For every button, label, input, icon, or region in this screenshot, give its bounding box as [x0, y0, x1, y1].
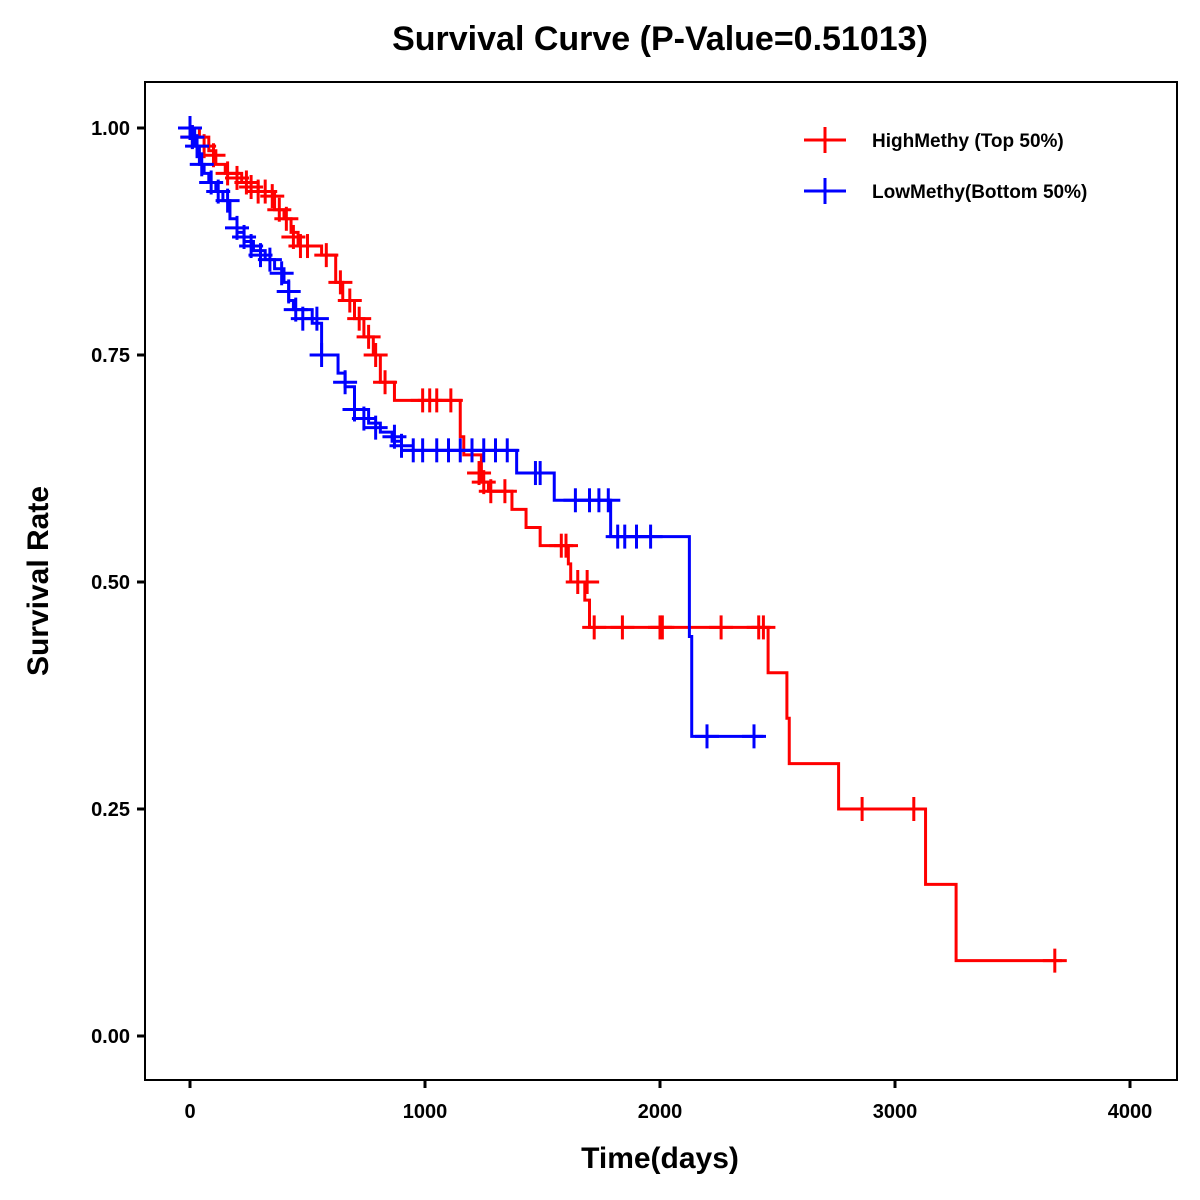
censor-mark	[356, 324, 381, 349]
censor-mark	[363, 415, 388, 440]
censor-mark	[373, 370, 398, 395]
censor-mark	[582, 615, 607, 640]
censor-mark	[347, 306, 372, 331]
censor-mark	[596, 488, 621, 513]
chart-title: Survival Curve (P-Value=0.51013)	[392, 20, 928, 58]
censor-mark	[901, 797, 926, 821]
censor-mark	[575, 570, 600, 594]
censor-mark	[276, 279, 301, 304]
series-low-methy	[178, 116, 766, 749]
legend-item: LowMethy(Bottom 50%)	[804, 178, 1087, 204]
censor-mark	[495, 438, 520, 463]
censor-mark	[189, 152, 214, 177]
censor-mark	[610, 615, 635, 640]
censor-mark	[650, 615, 675, 640]
censor-mark	[274, 206, 299, 231]
censor-mark	[528, 461, 553, 486]
censor-mark	[269, 261, 294, 286]
x-axis-label: Time(days)	[581, 1142, 739, 1175]
censor-mark	[492, 479, 517, 504]
censor-mark	[438, 388, 463, 413]
censor-mark	[751, 615, 776, 640]
x-tick-label: 2000	[638, 1101, 683, 1123]
series-group	[178, 116, 1067, 973]
censor-mark	[389, 433, 414, 458]
censor-mark	[333, 370, 358, 395]
y-axis: 0.00 0.25 0.50 0.75 1.00	[91, 118, 145, 1048]
censor-mark	[363, 343, 388, 367]
legend-item: HighMethy (Top 50%)	[804, 127, 1064, 153]
censor-mark	[337, 288, 362, 313]
censor-mark	[1042, 948, 1067, 973]
censor-mark	[742, 724, 766, 749]
censor-mark	[695, 724, 719, 749]
x-tick-label: 1000	[403, 1101, 448, 1123]
survival-step-line	[190, 126, 764, 738]
x-axis: 0 1000 2000 3000 4000	[184, 1080, 1152, 1123]
censor-mark	[295, 234, 320, 259]
censor-mark	[638, 524, 663, 549]
censor-mark	[709, 615, 734, 640]
y-axis-label: Survival Rate	[22, 486, 55, 676]
censor-mark	[554, 533, 578, 558]
x-tick-label: 0	[184, 1101, 195, 1123]
censor-mark	[304, 306, 329, 331]
y-tick-label: 0.00	[91, 1026, 130, 1048]
y-tick-label: 1.00	[91, 118, 130, 140]
legend-label: LowMethy(Bottom 50%)	[872, 182, 1087, 203]
y-tick-label: 0.75	[91, 345, 130, 367]
censor-mark	[185, 134, 210, 159]
plot-frame	[144, 81, 1178, 1081]
legend: HighMethy (Top 50%) LowMethy(Bottom 50%)	[804, 127, 1087, 204]
x-tick-label: 3000	[873, 1101, 918, 1123]
censor-mark	[328, 270, 353, 295]
legend-label: HighMethy (Top 50%)	[872, 131, 1064, 152]
censor-mark	[257, 247, 282, 272]
y-tick-label: 0.50	[91, 572, 130, 594]
x-tick-label: 4000	[1108, 1101, 1153, 1123]
censor-mark	[850, 797, 875, 821]
censor-mark	[314, 243, 339, 268]
censor-mark	[260, 184, 285, 209]
series-high-methy	[180, 125, 1067, 973]
y-tick-label: 0.25	[91, 799, 130, 821]
censor-mark	[309, 343, 334, 367]
censor-mark	[215, 188, 240, 213]
